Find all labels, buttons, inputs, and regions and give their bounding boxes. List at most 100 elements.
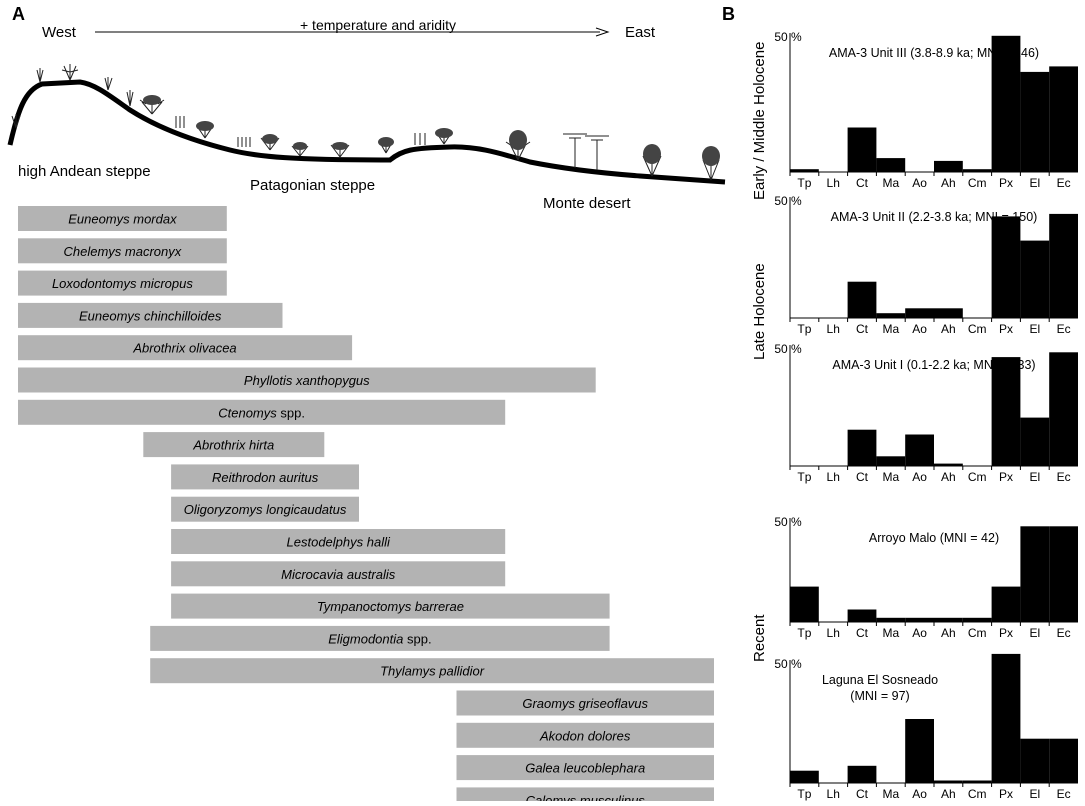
histogram-bar: [876, 456, 906, 466]
zone-label-monte: Monte desert: [543, 195, 631, 212]
histogram-bar: [1020, 738, 1050, 783]
y-max-label: 50 %: [774, 30, 802, 44]
x-tick-label: El: [1029, 626, 1040, 640]
histogram-bar: [1020, 240, 1050, 318]
histogram-bar: [790, 770, 819, 783]
vegetation-blobs: [143, 95, 720, 166]
histogram-title: Arroyo Malo (MNI = 42): [869, 531, 999, 545]
species-range-label: Galea leucoblephara: [525, 761, 645, 776]
gradient-arrow-head: [595, 27, 610, 37]
species-range-bar: [143, 432, 325, 458]
species-range-label: Oligoryzomys longicaudatus: [184, 502, 347, 517]
histogram-panel: 50 % Tp Lh Ct Ma Ao Ah Cm Px El Ec AMA-3 Unit II (2…: [774, 194, 1078, 336]
x-tick-label: Tp: [797, 322, 811, 336]
histogram-bar: [790, 586, 819, 622]
x-tick-label: Lh: [827, 176, 840, 190]
species-range-bar: [171, 561, 506, 587]
x-tick-label: Cm: [968, 626, 987, 640]
histogram-panel: 50 % Tp Lh Ct Ma Ao Ah Cm Px El Ec Laguna El Sosnea…: [774, 653, 1078, 801]
x-tick-label: Cm: [968, 322, 987, 336]
x-tick-label: Ma: [882, 322, 899, 336]
x-tick-label: Lh: [827, 626, 840, 640]
histogram-bar: [847, 609, 877, 622]
species-range-label: Ctenomys spp.: [218, 405, 305, 420]
histogram-bar: [962, 617, 992, 622]
x-tick-label: Ao: [912, 787, 927, 801]
species-range-bar: [18, 302, 283, 328]
histogram-bar: [847, 127, 877, 172]
histogram-panel: 50 % Tp Lh Ct Ma Ao Ah Cm Px El Ec AMA-3 Unit I (0.…: [774, 342, 1078, 484]
species-range-label: Thylamys pallidior: [380, 664, 485, 679]
assemblage-histograms: 50 % Tp Lh Ct Ma Ao Ah Cm Px El Ec AMA-3 Unit III (…: [774, 30, 1078, 801]
species-range-chart: Euneomys mordax Chelemys macronyx Loxodont…: [18, 206, 714, 806]
histogram-bar: [1049, 213, 1078, 318]
zone-label-patagonian: Patagonian steppe: [250, 177, 375, 194]
x-tick-label: Ao: [912, 470, 927, 484]
x-tick-label: Ct: [856, 322, 869, 336]
species-range-label: Chelemys macronyx: [64, 244, 182, 259]
species-range-label: Reithrodon auritus: [212, 470, 319, 485]
histogram-title: AMA-3 Unit I (0.1-2.2 ka; MNI = 433): [832, 358, 1035, 372]
period-label-recent: Recent: [751, 614, 768, 662]
gradient-label: + temperature and aridity: [300, 17, 456, 33]
terrain-profile: [7, 79, 726, 185]
period-label-late: Late Holocene: [751, 263, 768, 360]
histogram-bar: [905, 308, 934, 318]
species-range-bar: [150, 658, 714, 684]
species-range-label: Graomys griseoflavus: [522, 696, 648, 711]
histogram-bar: [1020, 417, 1050, 466]
x-tick-label: Cm: [968, 787, 987, 801]
histogram-bar: [876, 313, 906, 318]
histogram-bar: [1049, 738, 1078, 783]
panel-b-letter: B: [722, 4, 735, 24]
species-range-bar: [18, 335, 353, 361]
period-label-early-middle: Early / Middle Holocene: [751, 42, 768, 200]
species-range-label: Lestodelphys halli: [287, 535, 391, 550]
histogram-bar: [847, 281, 877, 318]
species-range-bar: [456, 690, 714, 716]
histogram-bar: [847, 429, 877, 466]
x-tick-label: Ct: [856, 787, 869, 801]
species-range-bar: [18, 206, 227, 231]
x-tick-label: Tp: [797, 626, 811, 640]
species-range-bar: [456, 722, 714, 748]
x-tick-label: Ao: [912, 322, 927, 336]
species-range-bar: [18, 238, 227, 264]
histogram-bar: [905, 617, 934, 622]
histogram-bar: [876, 617, 906, 622]
species-range-label: Akodon dolores: [539, 728, 631, 743]
x-tick-label: Ah: [941, 176, 956, 190]
histogram-panel: 50 % Tp Lh Ct Ma Ao Ah Cm Px El Ec Arroyo Malo (MNI…: [774, 515, 1078, 640]
x-tick-label: Ct: [856, 470, 869, 484]
x-tick-label: Ma: [882, 176, 899, 190]
species-range-label: Calomys musculinus: [526, 793, 646, 801]
histogram-bar: [991, 357, 1021, 466]
species-range-bar: [18, 270, 227, 296]
species-range-bar: [18, 399, 506, 425]
species-range-bar: [171, 496, 359, 522]
y-max-label: 50 %: [774, 194, 802, 208]
zone-label-andean: high Andean steppe: [18, 163, 151, 180]
x-tick-label: Ct: [856, 626, 869, 640]
histogram-title: AMA-3 Unit II (2.2-3.8 ka; MNI = 150): [831, 210, 1038, 224]
x-tick-label: Ah: [941, 322, 956, 336]
histogram-bar: [962, 169, 992, 172]
histogram-bar: [934, 617, 963, 622]
species-range-label: Euneomys mordax: [68, 212, 177, 227]
histogram-bar: [1049, 352, 1078, 466]
species-range-label: Microcavia australis: [281, 567, 396, 582]
x-tick-label: Px: [999, 626, 1013, 640]
species-range-bar: [456, 755, 714, 781]
panel-a-letter: A: [12, 4, 25, 24]
x-tick-label: Px: [999, 322, 1013, 336]
species-range-label: Abrothrix olivacea: [132, 341, 236, 356]
x-tick-label: Px: [999, 787, 1013, 801]
histogram-title: Laguna El Sosneado (MNI = 97): [822, 673, 938, 703]
species-range-bar: [171, 464, 359, 490]
species-range-label: Abrothrix hirta: [192, 438, 274, 453]
histogram-bar: [934, 308, 963, 318]
species-range-label: Phyllotis xanthopygus: [244, 373, 370, 388]
histogram-bar: [905, 434, 934, 466]
histogram-bar: [934, 463, 963, 466]
